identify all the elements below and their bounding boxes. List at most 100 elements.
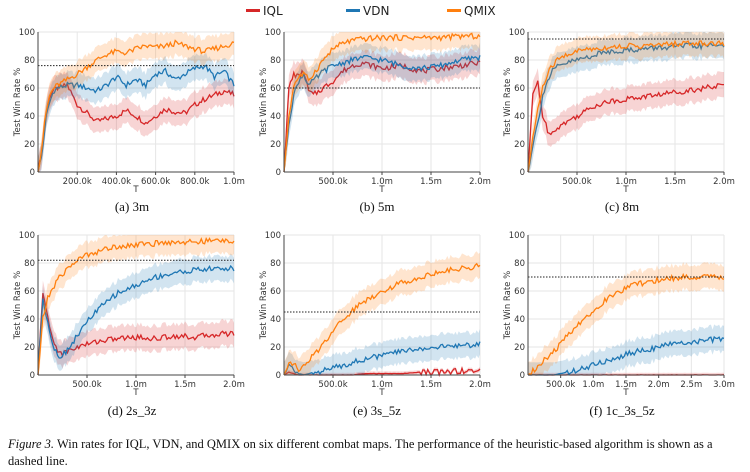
x-tick-label: 1.0m [223,177,245,187]
x-tick-label: 2.0m [713,177,735,187]
x-tick-label: 1.0m [582,380,604,390]
panel-caption-c: (c) 8m [604,199,640,214]
figure-caption-text: Win rates for IQL, VDN, and QMIX on six … [8,437,713,468]
confidence-band-vdn [38,52,234,173]
legend-label-vdn: VDN [363,4,390,18]
x-tick-label: 2.0m [469,380,491,390]
y-tick-label: 40 [514,315,525,325]
chart-panel-5: 0 20 40 60 80 100 500.0k 1.0m 1.5m 2.0m 2.5m 3.0m T T… [503,231,735,398]
confidence-band-qmix [38,235,234,375]
x-tick-label: 500.0k [318,177,347,187]
series-line-iql [527,80,724,173]
confidence-band-vdn [284,329,480,375]
y-tick-label: 40 [514,112,525,122]
x-tick-label: 2.5m [680,380,702,390]
y-axis-label: Test Win Rate % [13,271,23,340]
y-tick-label: 80 [514,259,525,269]
panel-caption-a: (a) 3m [114,199,150,214]
y-tick-label: 20 [514,140,525,150]
panel-caption-d: (d) 2s_3z [107,403,157,418]
x-tick-label: 1.5m [615,380,637,390]
legend-swatch-vdn [346,9,360,12]
y-axis-label: Test Win Rate % [259,68,269,137]
y-tick-label: 60 [514,84,525,94]
confidence-band-vdn [528,32,724,172]
legend: IQL VDN QMIX [0,0,750,24]
chart-panel-3: 0 20 40 60 80 100 500.0k 1.0m 1.5m 2.0m T Test Win … [13,231,245,398]
y-axis-label: Test Win Rate % [503,68,513,137]
x-tick-label: 2.0m [648,380,670,390]
legend-label-iql: IQL [263,4,283,18]
y-tick-label: 80 [270,56,281,66]
x-tick-label: 1.5m [420,177,442,187]
panel-caption-f: (f) 1c_3s_5z [589,403,655,418]
x-tick-label: 1.0m [371,177,393,187]
y-tick-label: 80 [270,259,281,269]
legend-swatch-iql [246,9,260,12]
charts-grid: 0 20 40 60 80 100 200.0k 400.0k 600.0k 800.0k 1.0m… [13,28,735,398]
confidence-band-iql [38,280,234,375]
x-axis-label: T [378,388,385,398]
legend-item-iql: IQL [246,3,283,19]
y-tick-label: 40 [24,315,35,325]
x-tick-label: 800.0k [180,177,209,187]
y-tick-label: 60 [24,84,35,94]
series-line-qmix [283,32,481,172]
confidence-band-iql [38,71,234,172]
y-tick-label: 0 [30,371,35,381]
figure-caption-label: Figure 3. [8,437,55,451]
x-tick-label: 1.0m [371,380,393,390]
y-tick-label: 100 [19,231,35,241]
confidence-band-qmix [284,251,480,375]
y-axis-label: Test Win Rate % [13,68,23,137]
x-tick-label: 2.0m [223,380,245,390]
confidence-band-vdn [284,42,480,173]
y-tick-label: 100 [509,28,525,38]
series-line-vdn [37,264,235,376]
x-axis-label: T [132,388,139,398]
chart-panel-0: 0 20 40 60 80 100 200.0k 400.0k 600.0k 800.0k 1.0m… [13,28,245,195]
y-tick-label: 20 [24,140,35,150]
y-tick-label: 0 [30,168,35,178]
series-line-iql [37,293,235,375]
y-tick-label: 0 [520,168,525,178]
confidence-band-iql [284,366,480,375]
x-axis-label: T [378,185,385,195]
legend-label-qmix: QMIX [464,4,496,18]
confidence-band-qmix [528,262,724,375]
x-tick-label: 1.5m [664,177,686,187]
chart-panel-1: 0 20 40 60 80 100 500.0k 1.0m 1.5m 2.0m T Test Win … [259,28,491,195]
x-tick-label: 600.0k [141,177,170,187]
confidence-band-vdn [38,253,234,375]
y-tick-label: 80 [24,56,35,66]
confidence-band-vdn [528,324,724,375]
x-tick-label: 500.0k [546,380,575,390]
panel-caption-e: (e) 3s_5z [352,403,401,418]
y-tick-label: 20 [270,140,281,150]
x-tick-label: 1.0m [615,177,637,187]
y-tick-label: 100 [19,28,35,38]
confidence-band-iql [284,47,480,172]
series-line-qmix [37,236,235,376]
y-tick-label: 60 [24,287,35,297]
confidence-band-qmix [284,32,480,172]
x-tick-label: 3.0m [713,380,735,390]
y-tick-label: 0 [276,371,281,381]
series-line-vdn [283,341,481,376]
y-tick-label: 0 [520,371,525,381]
y-tick-label: 60 [514,287,525,297]
y-tick-label: 100 [265,28,281,38]
y-tick-label: 40 [270,112,281,122]
panel-caption-b: (b) 5m [359,199,395,214]
x-tick-label: 1.0m [125,380,147,390]
y-tick-label: 60 [270,84,281,94]
chart-panel-4: 0 20 40 60 80 100 500.0k 1.0m 1.5m 2.0m T Test Win … [259,231,491,398]
x-tick-label: 1.5m [174,380,196,390]
y-tick-label: 80 [514,56,525,66]
series-line-vdn [527,335,725,376]
y-tick-label: 80 [24,259,35,269]
y-tick-label: 20 [270,343,281,353]
y-tick-label: 40 [24,112,35,122]
series-line-qmix [37,39,235,173]
confidence-band-qmix [38,32,234,172]
